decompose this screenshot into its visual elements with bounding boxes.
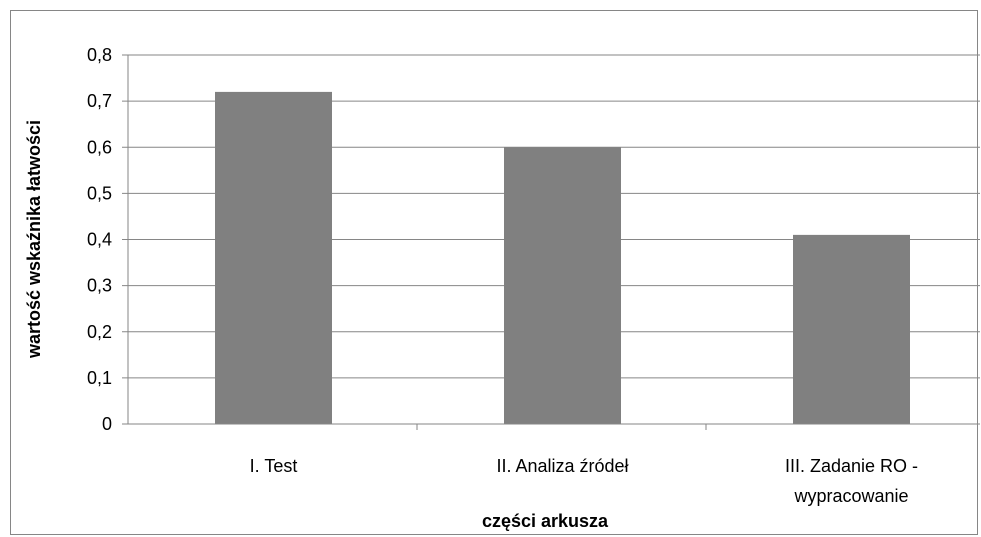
y-tick-label: 0,4 — [87, 230, 112, 250]
y-tick-labels: 0 0,1 0,2 0,3 0,4 0,5 0,6 0,7 0,8 — [87, 45, 112, 434]
x-tick-label: II. Analiza źródeł — [496, 456, 628, 476]
bar — [215, 91, 332, 425]
y-tick-label: 0,2 — [87, 322, 112, 342]
x-tick-labels: I. Test II. Analiza źródeł III. Zadanie RO… — [250, 456, 918, 506]
axes — [127, 55, 980, 425]
y-tick-label: 0,8 — [87, 45, 112, 65]
x-tick-label: III. Zadanie RO - — [785, 456, 918, 476]
x-axis-title: części arkusza — [482, 511, 609, 531]
bars — [215, 91, 910, 425]
y-tick-label: 0,3 — [87, 276, 112, 296]
x-tick-label: wypracowanie — [793, 486, 908, 506]
y-tick-label: 0,1 — [87, 368, 112, 388]
y-tick-label: 0,5 — [87, 183, 112, 203]
bar — [504, 147, 621, 424]
bar — [793, 234, 910, 424]
y-tick-label: 0,7 — [87, 91, 112, 111]
y-tick-label: 0 — [102, 414, 112, 434]
y-axis-title: wartość wskaźnika łatwości — [24, 120, 44, 359]
x-tick-label: I. Test — [250, 456, 298, 476]
y-tick-label: 0,6 — [87, 137, 112, 157]
